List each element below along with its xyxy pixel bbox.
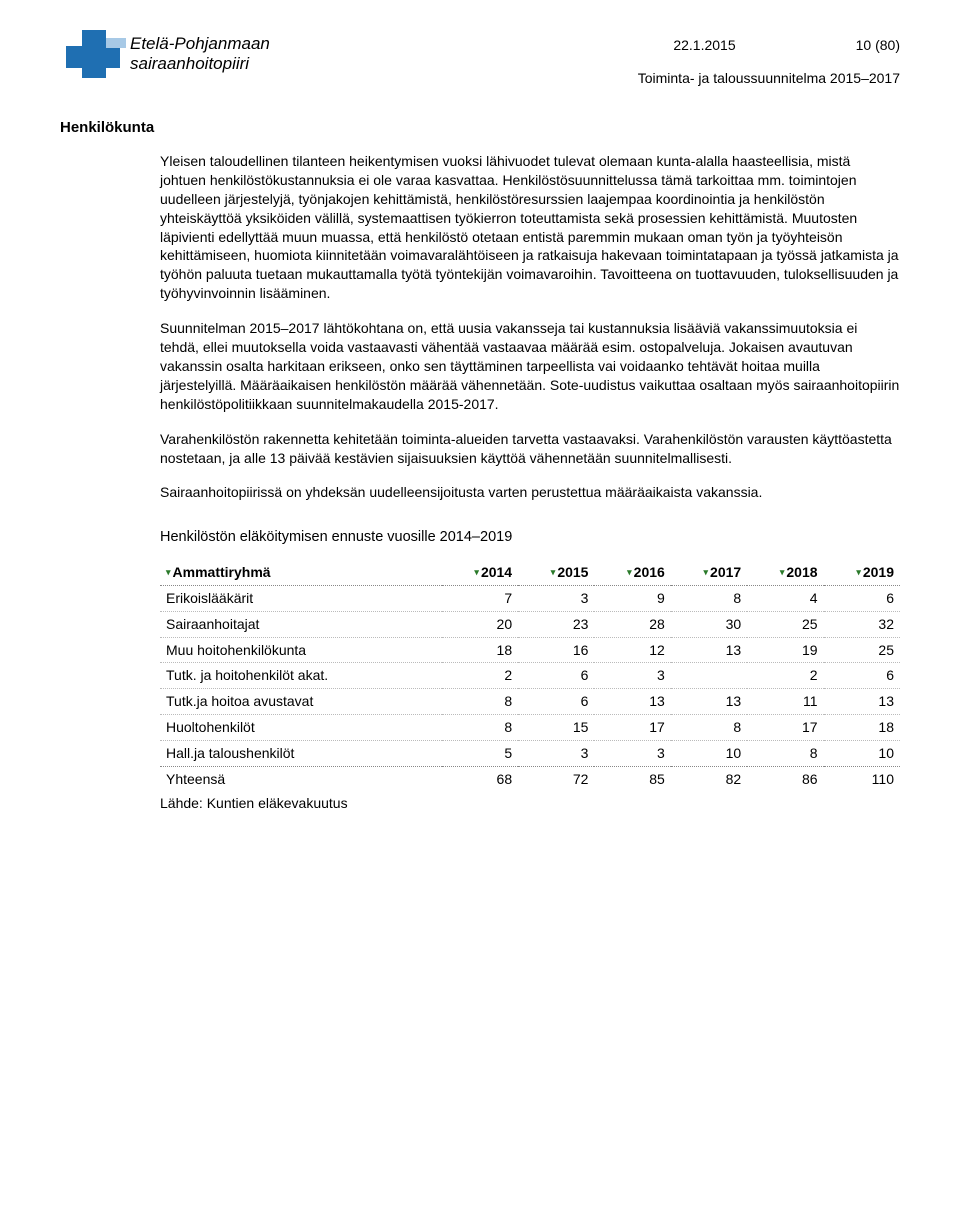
table-cell: 25 [747, 611, 823, 637]
tick-icon: ▾ [474, 566, 479, 578]
body-paragraph: Yleisen taloudellinen tilanteen heikenty… [160, 152, 900, 303]
table-cell: 2 [442, 663, 518, 689]
table-cell: 13 [671, 689, 747, 715]
table-cell: 13 [594, 689, 670, 715]
table-row: Erikoislääkärit739846 [160, 585, 900, 611]
table-cell: 32 [824, 611, 900, 637]
table-cell [671, 663, 747, 689]
table-cell: 30 [671, 611, 747, 637]
table-header-year: ▾2017 [671, 560, 747, 585]
table-cell: 13 [824, 689, 900, 715]
body-paragraph: Varahenkilöstön rakennetta kehitetään to… [160, 430, 900, 468]
table-cell: 8 [442, 689, 518, 715]
tick-icon: ▾ [780, 566, 785, 578]
table-cell: 25 [824, 637, 900, 663]
doc-title: Toiminta- ja taloussuunnitelma 2015–2017 [638, 69, 900, 88]
table-cell: 6 [518, 689, 594, 715]
table-cell: 9 [594, 585, 670, 611]
table-cell: 7 [442, 585, 518, 611]
table-header-year: ▾2019 [824, 560, 900, 585]
table-cell: 8 [671, 585, 747, 611]
table-header-year: ▾2014 [442, 560, 518, 585]
table-footer-value: 82 [671, 766, 747, 791]
table-cell: 3 [594, 741, 670, 767]
table-cell: 8 [671, 715, 747, 741]
table-cell: 20 [442, 611, 518, 637]
table-cell: 2 [747, 663, 823, 689]
table-cell: 3 [518, 741, 594, 767]
table-row-label: Sairaanhoitajat [160, 611, 442, 637]
org-name: Etelä-Pohjanmaan sairaanhoitopiiri [130, 34, 270, 75]
table-cell: 6 [824, 585, 900, 611]
table-source: Lähde: Kuntien eläkevakuutus [160, 794, 900, 813]
table-footer-label: Yhteensä [160, 766, 442, 791]
tick-icon: ▾ [551, 566, 556, 578]
table-cell: 19 [747, 637, 823, 663]
table-footer-value: 86 [747, 766, 823, 791]
table-row: Tutk. ja hoitohenkilöt akat.26326 [160, 663, 900, 689]
table-cell: 5 [442, 741, 518, 767]
table-row-label: Tutk. ja hoitohenkilöt akat. [160, 663, 442, 689]
table-cell: 6 [824, 663, 900, 689]
table-cell: 15 [518, 715, 594, 741]
table-cell: 8 [747, 741, 823, 767]
doc-date: 22.1.2015 [673, 36, 735, 55]
table-row: Sairaanhoitajat202328302532 [160, 611, 900, 637]
table-footer-value: 68 [442, 766, 518, 791]
table-footer-value: 85 [594, 766, 670, 791]
table-row-label: Huoltohenkilöt [160, 715, 442, 741]
table-row: Muu hoitohenkilökunta181612131925 [160, 637, 900, 663]
table-header-year: ▾2016 [594, 560, 670, 585]
table-row: Hall.ja taloushenkilöt53310810 [160, 741, 900, 767]
table-header-label: ▾Ammattiryhmä [160, 560, 442, 585]
tick-icon: ▾ [856, 566, 861, 578]
table-cell: 3 [518, 585, 594, 611]
paragraph-group: Yleisen taloudellinen tilanteen heikenty… [160, 152, 900, 502]
table-cell: 11 [747, 689, 823, 715]
table-cell: 18 [442, 637, 518, 663]
org-name-line1: Etelä-Pohjanmaan [130, 34, 270, 54]
tick-icon: ▾ [166, 566, 171, 578]
logo-block: Etelä-Pohjanmaan sairaanhoitopiiri [60, 30, 270, 80]
body-content: Yleisen taloudellinen tilanteen heikenty… [160, 152, 900, 813]
table-title: Henkilöstön eläköitymisen ennuste vuosil… [160, 528, 900, 548]
header-meta: 22.1.2015 10 (80) Toiminta- ja taloussuu… [638, 36, 900, 88]
table-row-label: Hall.ja taloushenkilöt [160, 741, 442, 767]
table-cell: 8 [442, 715, 518, 741]
table-cell: 6 [518, 663, 594, 689]
table-cell: 12 [594, 637, 670, 663]
table-cell: 23 [518, 611, 594, 637]
table-cell: 10 [671, 741, 747, 767]
body-paragraph: Suunnitelman 2015–2017 lähtökohtana on, … [160, 319, 900, 413]
section-title: Henkilökunta [60, 118, 900, 138]
table-row: Tutk.ja hoitoa avustavat8613131113 [160, 689, 900, 715]
table-header-year: ▾2015 [518, 560, 594, 585]
table-row-label: Erikoislääkärit [160, 585, 442, 611]
org-name-line2: sairaanhoitopiiri [130, 54, 270, 74]
tick-icon: ▾ [627, 566, 632, 578]
table-footer-row: Yhteensä 68 72 85 82 86 110 [160, 766, 900, 791]
table-cell: 18 [824, 715, 900, 741]
retirement-forecast-table: ▾Ammattiryhmä ▾2014 ▾2015 ▾2016 ▾2017 ▾2… [160, 560, 900, 792]
table-header-year: ▾2018 [747, 560, 823, 585]
body-paragraph: Sairaanhoitopiirissä on yhdeksän uudelle… [160, 483, 900, 502]
tick-icon: ▾ [704, 566, 709, 578]
org-logo-icon [60, 30, 120, 80]
page-number: 10 (80) [856, 36, 900, 55]
table-row-label: Muu hoitohenkilökunta [160, 637, 442, 663]
table-footer-value: 72 [518, 766, 594, 791]
table-footer-value: 110 [824, 766, 900, 791]
table-cell: 4 [747, 585, 823, 611]
table-cell: 16 [518, 637, 594, 663]
table-cell: 3 [594, 663, 670, 689]
page-header: Etelä-Pohjanmaan sairaanhoitopiiri 22.1.… [60, 30, 900, 88]
table-cell: 10 [824, 741, 900, 767]
table-cell: 17 [747, 715, 823, 741]
table-row: Huoltohenkilöt8151781718 [160, 715, 900, 741]
table-header-row: ▾Ammattiryhmä ▾2014 ▾2015 ▾2016 ▾2017 ▾2… [160, 560, 900, 585]
table-row-label: Tutk.ja hoitoa avustavat [160, 689, 442, 715]
table-cell: 28 [594, 611, 670, 637]
table-cell: 17 [594, 715, 670, 741]
table-cell: 13 [671, 637, 747, 663]
